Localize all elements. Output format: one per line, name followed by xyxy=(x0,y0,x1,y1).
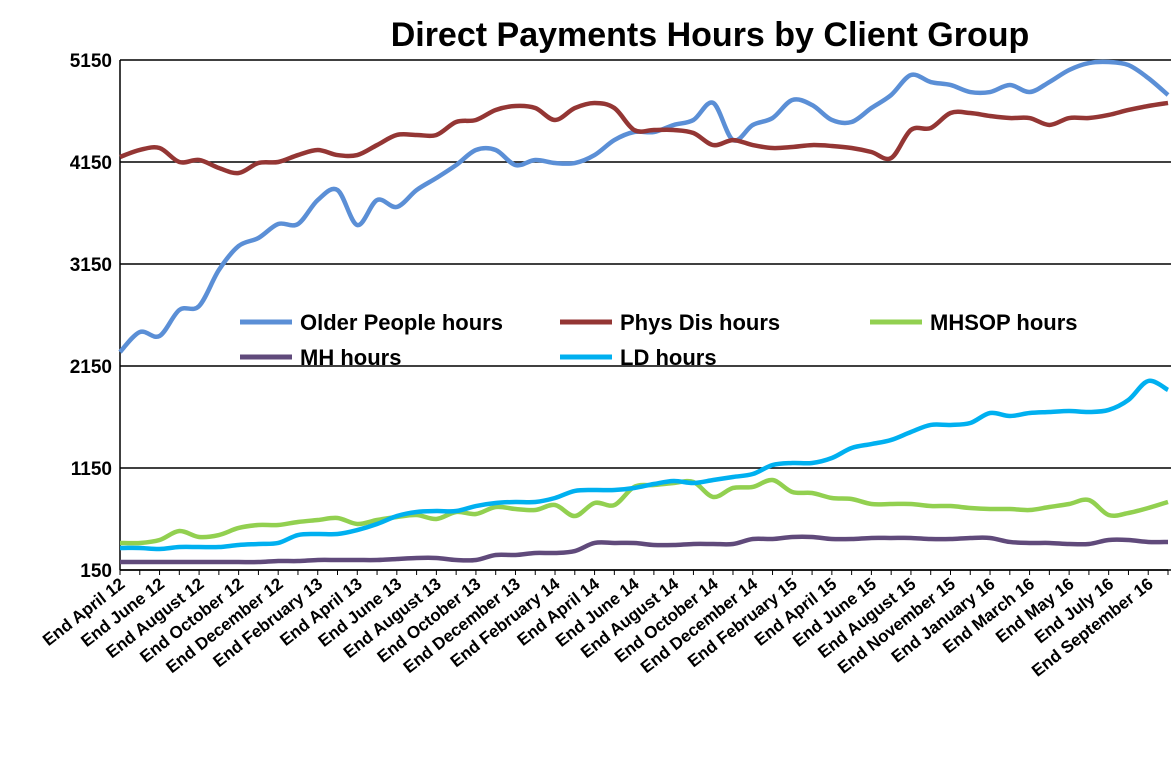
legend-label: MH hours xyxy=(300,345,401,370)
y-tick-label: 1150 xyxy=(71,459,112,480)
series-line xyxy=(119,378,1170,552)
chart-title: Direct Payments Hours by Client Group xyxy=(391,16,1030,54)
legend-label: Older People hours xyxy=(300,310,503,335)
series-line xyxy=(119,100,1169,176)
legend-label: LD hours xyxy=(620,345,717,370)
series-line xyxy=(119,477,1169,546)
legend-label: Phys Dis hours xyxy=(620,310,780,335)
legend-label: MHSOP hours xyxy=(930,310,1078,335)
y-tick-label: 2150 xyxy=(70,357,112,378)
legend: Older People hours Phys Dis hours MHSOP ho… xyxy=(240,310,1078,370)
series-line xyxy=(120,534,1169,565)
series-line xyxy=(118,59,1170,354)
y-tick-label: 150 xyxy=(80,561,112,582)
y-tick-label: 5150 xyxy=(70,51,112,72)
y-tick-label: 4150 xyxy=(70,153,112,174)
y-tick-label: 3150 xyxy=(70,255,112,276)
